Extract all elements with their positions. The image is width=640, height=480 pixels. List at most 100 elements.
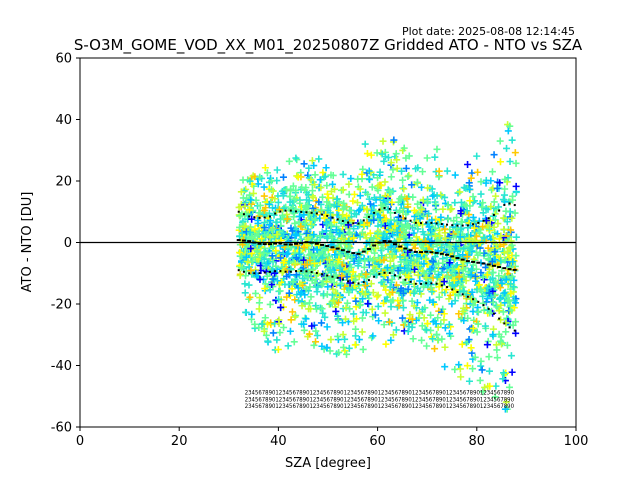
scatter-point — [343, 350, 351, 358]
scatter-point — [273, 231, 281, 239]
scatter-point — [318, 228, 326, 236]
scatter-point — [256, 201, 264, 209]
scatter-point — [336, 293, 344, 301]
scatter-point — [411, 212, 419, 220]
scatter-point — [273, 218, 281, 226]
scatter-point — [460, 304, 468, 312]
scatter-point — [440, 316, 448, 324]
scatter-point — [402, 164, 410, 172]
scatter-point — [315, 155, 323, 163]
scatter-point — [381, 222, 389, 230]
scatter-point — [469, 193, 477, 201]
mean-marker — [455, 257, 460, 260]
scatter-point — [380, 321, 388, 329]
scatter-point — [317, 184, 325, 192]
scatter-point — [350, 234, 358, 242]
scatter-point — [469, 213, 477, 221]
scatter-point — [477, 362, 485, 370]
scatter-point — [506, 158, 514, 166]
scatter-point — [302, 285, 310, 293]
mean-marker — [241, 239, 246, 242]
scatter-point — [327, 336, 335, 344]
mean-plus-std-marker — [482, 219, 485, 222]
mean-plus-std-marker — [331, 216, 334, 219]
mean-plus-std-marker — [248, 215, 251, 218]
mean-minus-std-marker — [435, 282, 438, 285]
scatter-point — [381, 309, 389, 317]
scatter-point — [462, 184, 470, 192]
mean-marker — [413, 250, 418, 253]
scatter-point — [334, 298, 342, 306]
scatter-point — [251, 320, 259, 328]
scatter-point — [348, 286, 356, 294]
mean-minus-std-marker — [253, 272, 256, 275]
mean-minus-std-marker — [420, 282, 422, 285]
scatter-point — [471, 218, 479, 226]
scatter-point — [485, 265, 493, 273]
scatter-point — [358, 228, 366, 236]
scatter-point — [509, 258, 517, 266]
scatter-point — [323, 261, 331, 269]
scatter-point — [404, 327, 412, 335]
scatter-point — [319, 254, 327, 262]
scatter-point — [469, 365, 477, 373]
scatter-point — [497, 294, 505, 302]
scatter-point — [420, 283, 428, 291]
mean-marker — [450, 255, 455, 258]
scatter-point — [238, 229, 246, 237]
mean-marker — [335, 247, 340, 250]
scatter-point — [338, 279, 346, 287]
scatter-point — [313, 288, 321, 296]
scatter-point — [324, 283, 332, 291]
scatter-point — [393, 164, 401, 172]
scatter-point — [249, 257, 257, 265]
scatter-point — [469, 324, 477, 332]
scatter-point — [427, 284, 435, 292]
scatter-point — [446, 206, 454, 214]
scatter-point — [269, 329, 277, 337]
scatter-point — [457, 373, 465, 381]
scatter-point — [359, 345, 367, 353]
scatter-point — [322, 220, 330, 228]
scatter-point — [491, 248, 499, 256]
mean-minus-std-marker — [487, 307, 490, 310]
scatter-point — [296, 212, 304, 220]
scatter-point — [303, 229, 311, 237]
scatter-point — [441, 225, 449, 233]
mean-plus-std-marker — [321, 213, 324, 216]
scatter-point — [360, 263, 368, 271]
mean-minus-std-marker — [347, 280, 350, 283]
scatter-point — [236, 249, 244, 257]
scatter-point — [293, 156, 301, 164]
scatter-point — [510, 257, 518, 265]
bin-count-label-row: 2345678901234567890123456789012345678901… — [245, 403, 514, 410]
scatter-point — [306, 299, 314, 307]
scatter-point — [349, 255, 357, 263]
scatter-point — [416, 215, 424, 223]
scatter-point — [449, 233, 457, 241]
scatter-point — [388, 250, 396, 258]
scatter-point — [387, 220, 395, 228]
y-tick-label: -60 — [51, 421, 72, 436]
scatter-point — [444, 201, 452, 209]
mean-minus-std-marker — [466, 295, 469, 298]
scatter-point — [402, 210, 410, 218]
mean-minus-std-marker — [472, 298, 475, 301]
scatter-point — [390, 246, 398, 254]
mean-marker — [314, 242, 319, 245]
scatter-point — [305, 330, 313, 338]
scatter-point — [501, 175, 509, 183]
mean-minus-std-marker — [258, 272, 261, 275]
scatter-point — [478, 203, 486, 211]
scatter-point — [452, 242, 460, 250]
scatter-point — [292, 154, 300, 162]
scatter-point — [472, 232, 480, 240]
scatter-point — [388, 198, 396, 206]
mean-minus-std-marker — [409, 280, 412, 283]
scatter-point — [241, 272, 249, 280]
scatter-point — [270, 211, 278, 219]
scatter-point — [263, 272, 271, 280]
scatter-point — [386, 257, 394, 265]
scatter-point — [260, 255, 268, 263]
scatter-point — [253, 272, 261, 280]
